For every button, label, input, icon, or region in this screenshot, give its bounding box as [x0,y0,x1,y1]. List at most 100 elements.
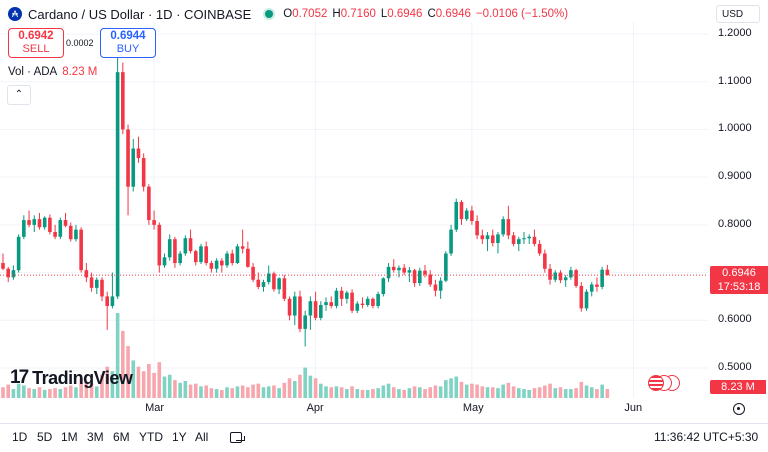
clock-timezone[interactable]: 11:36:42 UTC+5:30 [654,430,759,444]
volume-bar [345,389,349,398]
candle-body [334,290,339,306]
buy-button[interactable]: 0.6944 BUY [100,28,156,58]
volume-bar [496,388,500,398]
candle-body [360,303,365,306]
candle-body [84,270,89,278]
candle-body [220,260,224,266]
volume-bar [339,387,344,398]
tradingview-logo[interactable]: 17 TradingView [10,367,133,389]
candle-body [37,219,42,228]
candle-body [22,220,26,237]
candle-body [266,273,271,283]
volume-bar [131,360,136,398]
range-button-5d[interactable]: 5D [37,430,53,444]
events-flag-icon[interactable] [648,375,680,391]
ohlc-close: C0.6946 [427,8,471,20]
collapse-legend-button[interactable]: ⌃ [7,85,31,105]
volume-bar [6,384,11,398]
candle-body [459,201,464,220]
go-to-date-icon[interactable] [230,430,246,444]
volume-bar [199,386,203,398]
volume-bar [381,385,386,398]
candle-body [251,266,255,280]
volume-bar [220,389,224,398]
time-tick-label: Mar [145,402,165,414]
ohlc-low: L0.6946 [380,8,423,20]
settings-gear-icon[interactable] [733,403,745,415]
candle-body [496,234,500,243]
candle-body [480,235,485,240]
symbol-title[interactable]: Cardano / US Dollar · 1D · COINBASE [28,6,252,22]
volume-bar [188,384,193,398]
volume-bar [600,384,604,398]
range-button-all[interactable]: All [195,430,209,444]
currency-selector[interactable]: USD [716,5,760,23]
volume-legend-value: 8.23 M [62,66,98,78]
range-button-3m[interactable]: 3M [87,430,104,444]
volume-bar [94,386,99,398]
volume-bar [548,383,552,398]
time-tick-label: Jun [624,402,643,414]
range-button-ytd[interactable]: YTD [139,430,163,444]
range-button-1d[interactable]: 1D [12,430,28,444]
candle-body [1,263,5,269]
volume-bar [173,380,177,398]
candle-body [449,229,453,254]
volume-bar [1,387,5,398]
range-button-1m[interactable]: 1M [61,430,78,444]
volume-bar [574,388,578,398]
volume-bar [141,371,146,398]
brand-name: TradingView [32,367,133,388]
range-button-1y[interactable]: 1Y [172,430,187,444]
candle-body [339,290,344,299]
candle-body [126,129,130,187]
ohlc-open: O0.7052 [283,8,328,20]
candle-body [131,148,136,187]
candle-body [371,298,375,306]
candle-body [110,296,115,306]
range-button-6m[interactable]: 6M [113,430,130,444]
volume-bar [74,387,78,398]
candle-body [240,246,245,249]
bar-countdown: 17:53:18 [717,281,761,293]
sell-button[interactable]: 0.6942 SELL [8,28,64,58]
candle-body [428,274,433,285]
candle-body [527,236,532,239]
candle-body [313,301,318,318]
buy-label: BUY [116,43,140,55]
volume-bar [355,389,360,398]
volume-bar [376,388,380,398]
candle-body [501,219,505,235]
candle-body [292,296,297,316]
volume-bar [277,388,281,398]
candle-body [287,298,292,316]
volume-bar [136,366,141,398]
candle-body [454,201,459,230]
candle-body [506,219,511,236]
volume-bar [584,385,589,398]
candle-body [543,253,547,269]
volume-bar [303,367,307,398]
volume-bar [37,387,42,398]
volume-bar [251,384,255,398]
candle-body [381,278,386,295]
volume-bar [209,388,214,398]
volume-bar [308,375,313,398]
price-tick-label: 1.2000 [718,27,752,39]
volume-bar [324,386,328,398]
candle-body [376,294,380,306]
candle-body [605,269,610,276]
symbol-header: ₳ Cardano / US Dollar · 1D · COINBASE O0… [8,5,568,23]
volume-bar [516,388,521,398]
candle-body [548,268,552,280]
volume-bar [256,383,261,398]
price-change: −0.0106 (−1.50%) [475,8,569,20]
candle-body [490,235,495,243]
volume-legend: Vol · ADA 8.23 M [8,66,97,78]
volume-bar [162,376,167,398]
candle-body [511,235,516,244]
volume-bar [53,388,57,398]
chart-grid [0,22,708,398]
candle-body [178,253,182,264]
